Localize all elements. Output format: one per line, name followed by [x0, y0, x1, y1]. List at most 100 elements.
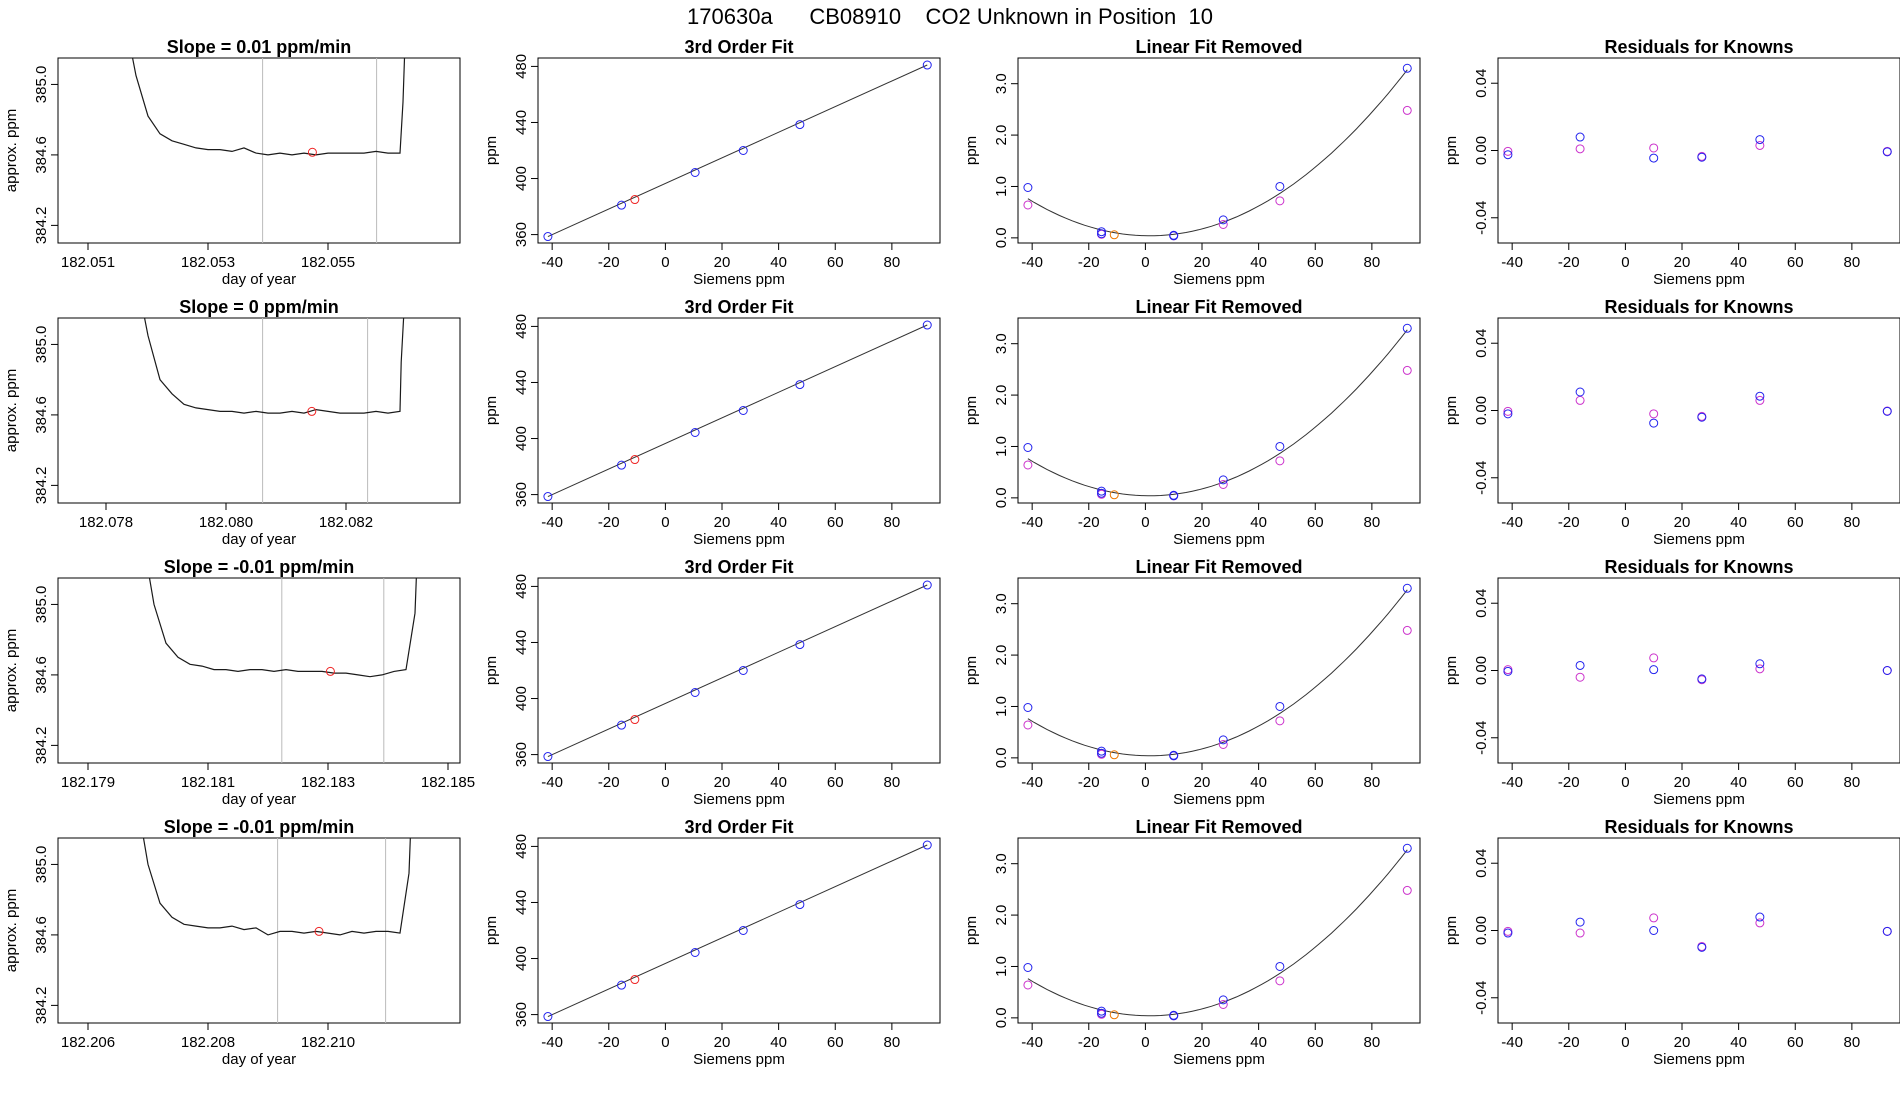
plot-area: [143, 318, 405, 503]
x-tick-label: -40: [1501, 1034, 1523, 1051]
known-point: [1402, 63, 1412, 73]
panel-1-1: Slope = 0.01 ppm/min 182.051 182.053 182.05…: [3, 37, 461, 288]
plot-frame: [1497, 317, 1900, 504]
x-axis-label: Siemens ppm: [1653, 531, 1745, 548]
known-point: [1882, 147, 1892, 157]
fit-curve: [1027, 589, 1408, 757]
known-point: [1402, 323, 1412, 333]
x-axis-label: day of year: [222, 271, 296, 288]
panel-title: Linear Fit Removed: [1135, 297, 1302, 317]
x-tick-label: 182.206: [61, 1034, 115, 1051]
y-tick-label: -0.04: [1473, 201, 1490, 235]
known-point: [690, 688, 700, 698]
x-axis-label: day of year: [222, 531, 296, 548]
secondary-point: [1503, 406, 1513, 416]
known-point: [1575, 387, 1585, 397]
y-axis-label: ppm: [483, 656, 500, 685]
x-tick-label: 80: [1364, 514, 1381, 531]
x-tick-label: -20: [1078, 1034, 1100, 1051]
known-point: [1575, 132, 1585, 142]
secondary-point: [1649, 409, 1659, 419]
plot-frame: [57, 57, 461, 244]
secondary-point: [1575, 672, 1585, 682]
known-point: [1649, 665, 1659, 675]
y-axis-label: ppm: [963, 916, 980, 945]
panel-title: Linear Fit Removed: [1135, 557, 1302, 577]
known-point: [1023, 443, 1033, 452]
x-tick-label: 20: [1194, 254, 1211, 271]
known-point: [1169, 751, 1179, 761]
known-point: [543, 752, 553, 762]
known-point: [1755, 659, 1765, 669]
plot-area: [1023, 843, 1412, 1021]
known-point: [795, 640, 805, 650]
secondary-point: [1218, 220, 1228, 229]
x-tick-label: 60: [1787, 774, 1804, 791]
known-point: [617, 460, 627, 470]
known-point: [1697, 674, 1707, 684]
known-point: [543, 492, 553, 502]
x-tick-label: 0: [1141, 774, 1149, 791]
x-tick-label: 40: [770, 774, 787, 791]
y-tick-label: 384.2: [33, 727, 50, 765]
panel-title: Slope = 0.01 ppm/min: [167, 37, 352, 57]
plot-frame: [1497, 577, 1900, 764]
known-point: [1097, 1008, 1107, 1018]
secondary-point: [1755, 664, 1765, 674]
y-axis-label: approx. ppm: [3, 629, 20, 712]
panel-3-1: Slope = -0.01 ppm/min 182.179 182.181 182.1…: [3, 557, 475, 808]
x-tick-label: 60: [1307, 254, 1324, 271]
unknown-point: [1109, 230, 1119, 240]
known-point: [1882, 926, 1892, 936]
x-tick-label: 80: [1364, 1034, 1381, 1051]
panel-4-2: 3rd Order Fit -40 -20 0 20 40 60 80 360 400 440 480…: [483, 817, 941, 1068]
panel-title: Residuals for Knowns: [1604, 557, 1793, 577]
x-tick-label: -40: [541, 1034, 563, 1051]
y-tick-label: 384.2: [33, 207, 50, 245]
panel-title: Residuals for Knowns: [1604, 297, 1793, 317]
y-tick-label: -0.04: [1473, 461, 1490, 495]
y-axis-label: ppm: [1443, 656, 1460, 685]
panel-2-3: Linear Fit Removed -40 -20 0 20 40 60 80 0.0 1.0 2…: [963, 297, 1421, 548]
known-point: [1503, 666, 1513, 676]
panel-4-4: Residuals for Knowns -40 -20 0 20 40 60 80 -0.04…: [1443, 817, 1900, 1068]
known-point: [1023, 703, 1033, 712]
plot-area: [543, 320, 932, 502]
x-tick-label: 80: [884, 1034, 901, 1051]
y-tick-label: 0.0: [993, 1007, 1010, 1028]
concentration-trace: [148, 578, 417, 678]
panel-title: 3rd Order Fit: [684, 817, 793, 837]
known-point: [1218, 215, 1228, 225]
plot-frame: [1497, 837, 1900, 1024]
y-tick-label: 440: [513, 110, 530, 135]
plot-frame: [1017, 317, 1421, 504]
page-title: 170630a CB08910 CO2 Unknown in Position …: [687, 4, 1213, 29]
y-tick-label: 384.6: [33, 136, 50, 174]
x-tick-label: 60: [827, 1034, 844, 1051]
y-tick-label: 2.0: [993, 645, 1010, 666]
x-tick-label: -20: [598, 254, 620, 271]
x-tick-label: -20: [1078, 254, 1100, 271]
unknown-point: [630, 195, 640, 205]
secondary-point: [1755, 140, 1765, 150]
known-point: [1503, 409, 1513, 419]
x-tick-label: 20: [714, 1034, 731, 1051]
x-tick-label: 182.051: [61, 254, 115, 271]
x-tick-label: 182.082: [319, 514, 373, 531]
y-axis-label: ppm: [483, 916, 500, 945]
known-point: [690, 948, 700, 958]
known-point: [1275, 181, 1285, 191]
x-tick-label: 20: [1194, 1034, 1211, 1051]
plot-frame: [1017, 57, 1421, 244]
secondary-point: [1575, 144, 1585, 154]
plot-area: [1503, 387, 1892, 428]
plot-frame: [1017, 837, 1421, 1024]
x-tick-label: 0: [661, 1034, 669, 1051]
unknown-point: [1109, 1010, 1119, 1020]
x-tick-label: 0: [661, 514, 669, 531]
known-point: [1097, 748, 1107, 758]
y-tick-label: -0.04: [1473, 981, 1490, 1015]
panel-2-4: Residuals for Knowns -40 -20 0 20 40 60 80 -0.04…: [1443, 297, 1900, 548]
panel-4-1: Slope = -0.01 ppm/min 182.206 182.208 182.2…: [3, 817, 461, 1068]
x-tick-label: -20: [1078, 514, 1100, 531]
